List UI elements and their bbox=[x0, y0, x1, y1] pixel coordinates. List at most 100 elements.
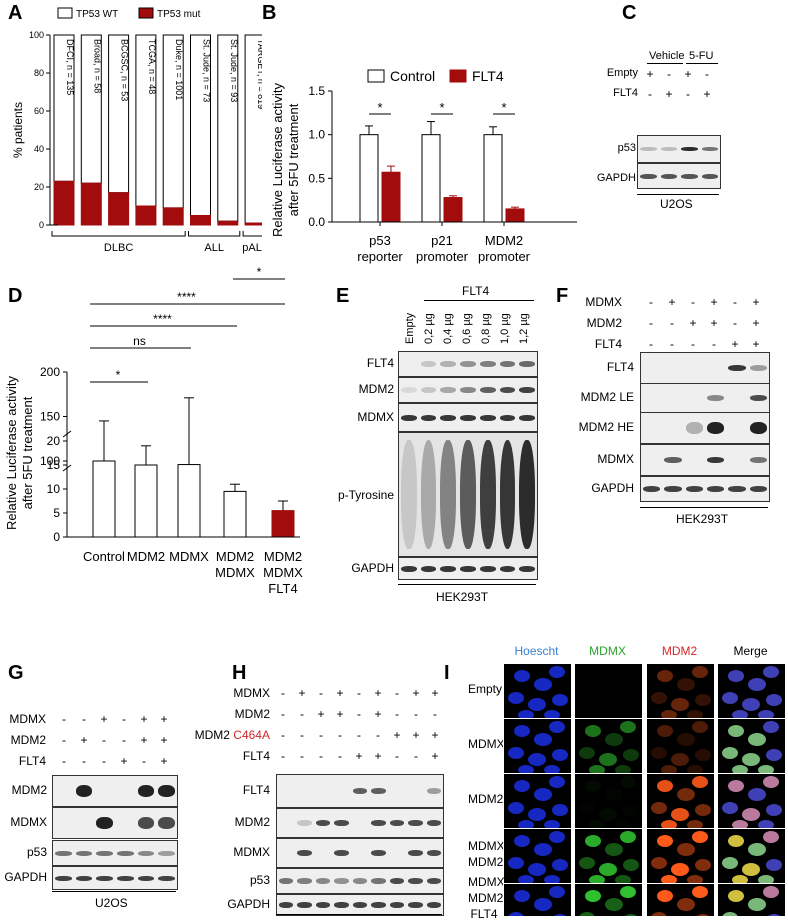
blot-mdm2-band bbox=[401, 387, 417, 393]
blot-flt4-band bbox=[728, 365, 746, 371]
blot-gapdh-band bbox=[426, 902, 441, 908]
blot-mdmx bbox=[640, 444, 770, 476]
cell-nucleus bbox=[677, 788, 695, 801]
cell-line-underline bbox=[637, 194, 719, 195]
micrograph bbox=[503, 773, 572, 829]
blot-gapdh-band bbox=[75, 875, 93, 881]
blot-mdm2-he bbox=[640, 412, 770, 444]
x-tick-label: Control bbox=[83, 549, 125, 564]
cell-nucleus bbox=[695, 749, 711, 761]
sign: + bbox=[646, 67, 654, 81]
blot-p53-band bbox=[408, 878, 423, 884]
column-header-mdm2: MDM2 bbox=[661, 644, 698, 658]
cell-nucleus bbox=[687, 875, 703, 883]
significance-label: * bbox=[377, 100, 382, 115]
h-sign: - bbox=[357, 707, 361, 721]
blot-mdm2 bbox=[52, 775, 178, 807]
blot-mdmx-band bbox=[334, 850, 349, 856]
group-label: pALL bbox=[242, 242, 262, 254]
y-tick-label: 0 bbox=[53, 530, 60, 544]
cell-nucleus bbox=[722, 747, 738, 759]
blot-gapdh-band bbox=[408, 902, 423, 908]
blot-mdmx-band bbox=[664, 457, 682, 463]
group-label: ALL bbox=[204, 242, 224, 254]
blot-gapdh-band bbox=[499, 565, 516, 572]
row-label: MDMX bbox=[468, 875, 505, 889]
micrograph bbox=[574, 828, 643, 884]
micrograph bbox=[646, 883, 715, 917]
blot-mdm2-band bbox=[426, 820, 441, 826]
cell-nucleus bbox=[657, 780, 673, 792]
blot-gapdh-band bbox=[158, 875, 175, 881]
blot-flt4-band bbox=[749, 365, 767, 371]
cell-nucleus bbox=[671, 863, 689, 876]
cell-nucleus bbox=[528, 808, 546, 821]
h-sign: - bbox=[319, 749, 323, 763]
blot-flt4-band bbox=[352, 788, 368, 794]
micrograph bbox=[503, 828, 572, 884]
y-tick-label: 20 bbox=[34, 182, 44, 192]
blot-flt4-band bbox=[519, 361, 535, 367]
sign: + bbox=[668, 295, 676, 309]
cell-nucleus bbox=[589, 820, 605, 828]
y-tick-label: 0.5 bbox=[308, 171, 325, 185]
sign: - bbox=[691, 337, 695, 351]
blot-gapdh bbox=[637, 163, 721, 189]
cell-nucleus bbox=[579, 857, 595, 869]
panel-letter-i: I bbox=[444, 662, 450, 684]
cell-nucleus bbox=[508, 912, 524, 916]
cell-nucleus bbox=[671, 698, 689, 711]
sign: - bbox=[667, 67, 671, 81]
cell-nucleus bbox=[514, 670, 530, 682]
row-label-mdm2: MDM2 bbox=[10, 733, 46, 747]
chart-d: 100 150 200 0 5 10 15 20 Relative Luciferase act… bbox=[4, 265, 303, 596]
cell-nucleus bbox=[748, 678, 766, 691]
blot-flt4-band bbox=[420, 361, 437, 367]
cell-nucleus bbox=[605, 788, 623, 801]
bar-mut bbox=[217, 220, 239, 226]
blot-flt4-band bbox=[371, 788, 386, 794]
legend-label: FLT4 bbox=[472, 68, 504, 84]
cell-nucleus bbox=[657, 890, 673, 902]
h-sign: + bbox=[336, 707, 344, 721]
h-sign: - bbox=[395, 749, 399, 763]
sign: + bbox=[710, 316, 718, 330]
cell-nucleus bbox=[728, 780, 744, 792]
bar-mut bbox=[135, 205, 157, 226]
significance-label: * bbox=[501, 100, 506, 115]
cell-nucleus bbox=[677, 733, 695, 746]
blot-p-tyrosine-band bbox=[479, 440, 496, 549]
cell-nucleus bbox=[695, 859, 711, 871]
cell-nucleus bbox=[508, 802, 524, 814]
sign: + bbox=[731, 337, 739, 351]
cell-nucleus bbox=[728, 835, 744, 847]
h-sign: + bbox=[374, 686, 382, 700]
blot-p-tyrosine-band bbox=[460, 440, 476, 549]
panel-letter-c: C bbox=[622, 2, 637, 24]
row-label-mutation: C464A bbox=[233, 728, 270, 742]
sign: - bbox=[686, 87, 690, 101]
blot-flt4-band bbox=[440, 361, 457, 367]
blot-gapdh bbox=[398, 557, 538, 580]
sign: + bbox=[752, 337, 760, 351]
blot-gapdh-band bbox=[640, 173, 657, 179]
h-sign: - bbox=[300, 728, 304, 742]
cell-nucleus bbox=[585, 890, 601, 902]
cell-nucleus bbox=[671, 753, 689, 766]
blot-mdm2-band bbox=[158, 785, 175, 797]
cell-nucleus bbox=[732, 875, 748, 883]
bar-category-label: TCGA, n = 48 bbox=[147, 39, 157, 94]
blot-mdm2-le-band bbox=[749, 395, 767, 401]
blot-label-gapdh: GAPDH bbox=[227, 897, 270, 911]
h-sign: + bbox=[317, 707, 325, 721]
h-sign: + bbox=[412, 686, 420, 700]
cell-nucleus bbox=[585, 780, 601, 792]
blot-mdmx-band bbox=[499, 414, 516, 421]
blot-label-gapdh: GAPDH bbox=[4, 870, 47, 884]
cell-nucleus bbox=[518, 710, 534, 718]
blot-gapdh-band bbox=[389, 902, 405, 908]
blot-mdmx-band bbox=[297, 850, 312, 856]
cell-nucleus bbox=[514, 890, 530, 902]
blot-label-mdm2-he: MDM2 HE bbox=[578, 420, 634, 434]
blot-gapdh-band bbox=[685, 486, 703, 492]
